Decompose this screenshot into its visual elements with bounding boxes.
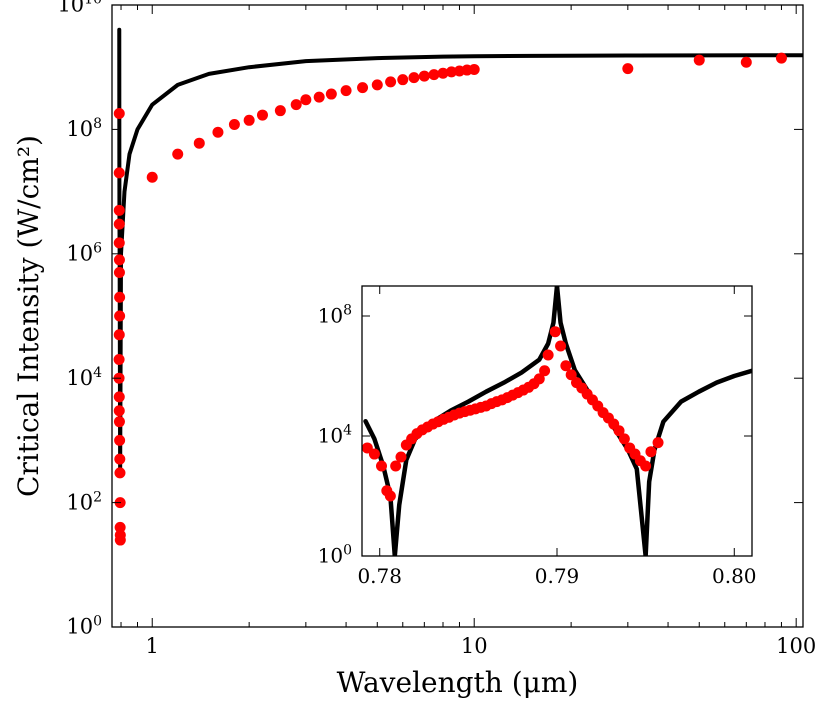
main-data-point xyxy=(468,63,480,75)
inset-data-point xyxy=(652,437,664,449)
inset-x-tick-label: 0.78 xyxy=(357,564,402,588)
main-x-tick-label: 100 xyxy=(776,634,816,658)
main-data-point xyxy=(418,70,430,82)
inset-data-point xyxy=(533,373,545,385)
inset-data-point xyxy=(376,460,387,472)
main-data-point xyxy=(340,85,352,97)
main-data-point xyxy=(693,54,705,66)
inset-data-point xyxy=(539,365,551,377)
main-data-point xyxy=(193,137,205,149)
main-data-point xyxy=(313,91,325,103)
main-data-point xyxy=(113,237,125,249)
main-data-point xyxy=(397,74,409,86)
main-x-tick-label: 1 xyxy=(146,634,159,658)
main-y-tick-label: 102 xyxy=(66,489,102,514)
inset-panel: 0.78 0.79 0.80 100 104 108 xyxy=(318,285,757,588)
inset-data-point xyxy=(395,451,407,463)
inset-data-point xyxy=(613,425,625,437)
main-y-tick-label: 106 xyxy=(66,241,102,266)
main-data-point xyxy=(445,66,457,78)
main-data-point xyxy=(428,69,440,81)
main-data-point xyxy=(113,405,125,417)
inset-data-point xyxy=(640,460,652,472)
main-data-point xyxy=(371,79,383,91)
inset-series-line-1 xyxy=(554,286,752,556)
inset-data-point xyxy=(565,369,577,381)
inset-plot-area xyxy=(362,286,752,556)
inset-data-point xyxy=(542,349,554,361)
main-data-point xyxy=(357,82,369,94)
inset-data-point xyxy=(618,433,630,445)
main-data-point xyxy=(622,63,634,75)
inset-data-point xyxy=(549,326,561,338)
main-data-point xyxy=(113,218,125,230)
main-data-point xyxy=(113,416,125,428)
main-data-point xyxy=(114,453,126,465)
main-data-point xyxy=(114,534,126,546)
main-y-tick-label: 104 xyxy=(66,365,102,390)
main-data-point xyxy=(146,171,158,183)
main-data-point xyxy=(212,126,224,138)
main-data-point xyxy=(775,52,787,64)
main-data-point xyxy=(114,521,126,533)
main-data-point xyxy=(113,353,125,365)
main-data-point xyxy=(172,148,184,160)
main-data-point xyxy=(228,118,240,130)
inset-data-point xyxy=(560,360,572,372)
inset-data-point xyxy=(390,460,402,472)
main-y-tick-label: 108 xyxy=(66,116,102,141)
main-data-point xyxy=(274,105,286,117)
main-x-axis-title: Wavelength (μm) xyxy=(337,666,579,699)
main-data-point xyxy=(325,88,337,100)
main-plot-area xyxy=(113,27,803,546)
main-data-point xyxy=(114,310,126,322)
main-data-point xyxy=(408,72,420,84)
main-data-point xyxy=(114,467,126,479)
main-data-point xyxy=(300,94,312,106)
inset-data-point xyxy=(384,490,396,502)
main-data-point xyxy=(740,56,752,68)
inset-y-tick-label: 104 xyxy=(318,422,352,447)
main-data-point xyxy=(113,329,125,341)
inset-data-point xyxy=(368,448,380,460)
inset-x-tick-label: 0.80 xyxy=(712,564,757,588)
inset-x-tick-label: 0.79 xyxy=(535,564,580,588)
main-data-point xyxy=(437,67,449,79)
main-frame xyxy=(111,4,804,628)
main-data-point xyxy=(243,114,255,126)
main-data-point xyxy=(114,434,126,446)
main-data-point xyxy=(113,267,125,279)
main-data-point xyxy=(113,204,125,216)
inset-data-point xyxy=(555,340,567,352)
main-data-point xyxy=(256,109,268,121)
inset-y-tick-label: 108 xyxy=(318,302,352,327)
main-data-point xyxy=(385,76,397,88)
inset-y-tick-label: 100 xyxy=(318,542,352,567)
main-data-point xyxy=(113,167,125,179)
main-data-point xyxy=(113,391,125,403)
main-data-point xyxy=(114,291,126,303)
main-data-point xyxy=(113,254,125,266)
main-data-point xyxy=(290,99,302,111)
main-y-tick-label: 100 xyxy=(66,614,102,639)
main-y-axis-title: Critical Intensity (W/cm²) xyxy=(12,135,45,497)
main-x-tick-label: 10 xyxy=(461,634,488,658)
inset-data-point xyxy=(645,446,657,458)
main-data-point xyxy=(113,108,125,120)
